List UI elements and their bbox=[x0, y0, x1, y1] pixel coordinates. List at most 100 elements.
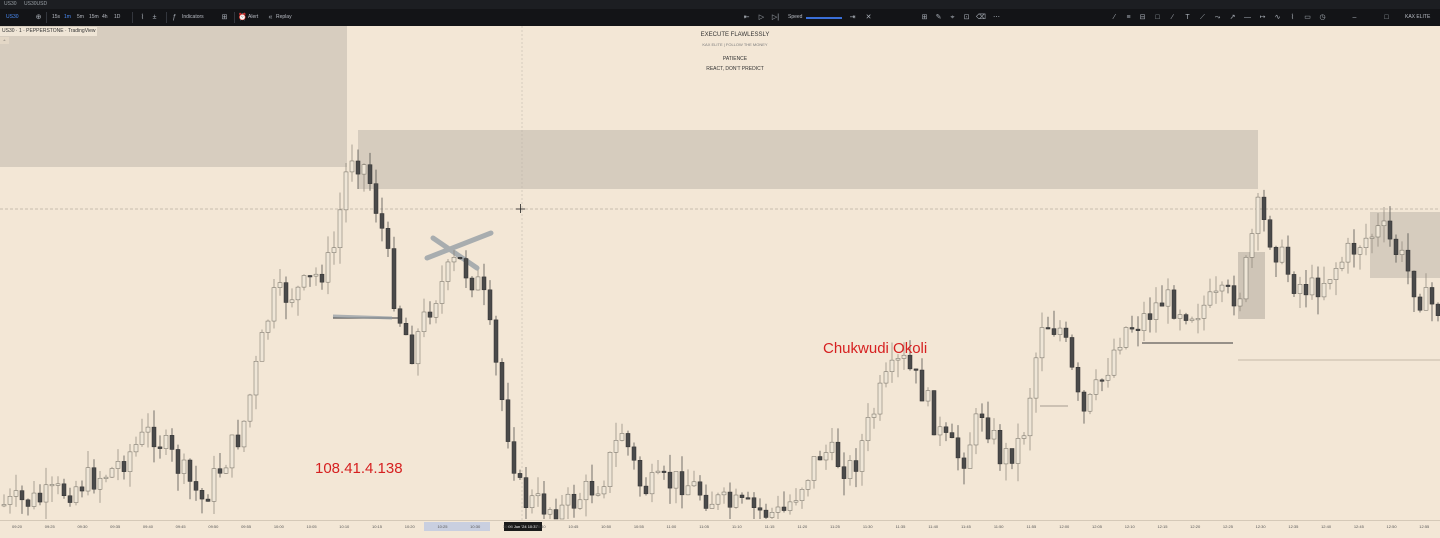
candle-body bbox=[943, 426, 949, 433]
symbol-legend[interactable]: US30 · 1 · PEPPERSTONE · TradingView bbox=[0, 27, 98, 36]
brush-icon[interactable]: ∕ bbox=[1171, 14, 1174, 21]
close-replay-icon[interactable]: ✕ bbox=[865, 14, 872, 21]
chart-toolbar: US30 ⊕ 15s 1m 5m 15m 4h 1D ⌇ ± ƒ Indicat… bbox=[0, 9, 1440, 27]
candle-body bbox=[481, 276, 487, 291]
curve-icon[interactable]: ∿ bbox=[1274, 14, 1281, 21]
alert-icon[interactable]: ⏰ bbox=[238, 14, 247, 21]
candle-body bbox=[1279, 246, 1285, 263]
candle-body bbox=[217, 468, 223, 474]
candle-body bbox=[1099, 379, 1105, 382]
candle-body bbox=[613, 440, 619, 453]
chart-type-icon[interactable]: ⌇ bbox=[140, 14, 145, 21]
fib-icon[interactable]: ≡ bbox=[1126, 14, 1131, 21]
time-tick: 11:35 bbox=[895, 524, 906, 529]
candle-body bbox=[451, 257, 457, 263]
candle-body bbox=[55, 483, 61, 486]
candle-body bbox=[1333, 268, 1339, 280]
clock-icon[interactable]: ◷ bbox=[1319, 14, 1326, 21]
forward-icon[interactable]: ▷| bbox=[771, 14, 780, 21]
candle-body bbox=[553, 509, 559, 520]
candle-body bbox=[955, 437, 961, 459]
trend-line-icon[interactable]: ⁄ bbox=[1113, 14, 1116, 21]
price-chart[interactable] bbox=[0, 26, 1440, 520]
interval-15m[interactable]: 15m bbox=[89, 14, 99, 20]
templates-icon[interactable]: ⊞ bbox=[221, 14, 228, 21]
candle-body bbox=[475, 276, 481, 291]
candle-body bbox=[439, 281, 445, 304]
speed-slider[interactable] bbox=[806, 17, 842, 19]
callout-icon[interactable]: ▭ bbox=[1304, 14, 1311, 21]
candle-body bbox=[523, 477, 529, 508]
candle-body bbox=[1261, 196, 1267, 220]
text-icon[interactable]: T bbox=[1185, 14, 1190, 21]
trash-icon[interactable]: ⌫ bbox=[976, 14, 986, 21]
candle-body bbox=[199, 490, 205, 500]
candle-body bbox=[847, 460, 853, 479]
candle-body bbox=[85, 467, 91, 492]
candle-body bbox=[349, 160, 355, 173]
pattern-icon[interactable]: ⊟ bbox=[1139, 14, 1146, 21]
candle-body bbox=[253, 360, 259, 396]
time-tick: 10:00 bbox=[273, 524, 284, 529]
candle-body bbox=[67, 495, 73, 503]
supply-zone-main bbox=[358, 130, 1258, 189]
replay-button[interactable]: Replay bbox=[276, 14, 292, 20]
interval-15s[interactable]: 15s bbox=[52, 14, 61, 20]
play-icon[interactable]: ▷ bbox=[758, 14, 765, 21]
time-axis[interactable] bbox=[0, 520, 1440, 538]
candle-body bbox=[271, 287, 277, 322]
path-icon[interactable]: ⤳ bbox=[1214, 14, 1221, 21]
interval-5m[interactable]: 5m bbox=[77, 14, 84, 20]
account-label[interactable]: KAX ELITE bbox=[1405, 14, 1431, 20]
interval-1d[interactable]: 1D bbox=[114, 14, 121, 20]
overlay-name-text: Chukwudi Okoli bbox=[823, 340, 928, 357]
candle-body bbox=[889, 359, 895, 372]
alert-button[interactable]: Alert bbox=[248, 14, 259, 20]
indicators-icon[interactable]: ƒ bbox=[172, 14, 177, 21]
candle-body bbox=[757, 507, 763, 511]
pencil-icon[interactable]: ✎ bbox=[935, 14, 942, 21]
supply-zone-far-right bbox=[1370, 212, 1440, 278]
replay-icon[interactable]: « bbox=[268, 14, 273, 21]
replay-jump-icon[interactable]: ⇤ bbox=[743, 14, 750, 21]
candle-body bbox=[1045, 327, 1051, 330]
candle-body bbox=[685, 485, 691, 496]
hline-icon[interactable]: — bbox=[1244, 14, 1251, 21]
minimize-icon[interactable]: – bbox=[1352, 14, 1357, 21]
fullscreen-icon[interactable]: □ bbox=[1384, 14, 1389, 21]
candle-body bbox=[643, 485, 649, 495]
candle-body bbox=[355, 160, 361, 175]
time-tick: 09:40 bbox=[142, 524, 153, 529]
candle-body bbox=[841, 466, 847, 479]
step-forward-icon[interactable]: ⇥ bbox=[849, 14, 856, 21]
magnet-icon[interactable]: ⌖ bbox=[950, 14, 955, 21]
tab-us30usd[interactable]: US30USD bbox=[24, 1, 48, 7]
collapse-legend-icon[interactable]: ^ bbox=[0, 37, 9, 44]
interval-4h[interactable]: 4h bbox=[102, 14, 108, 20]
more-icon[interactable]: ⋯ bbox=[993, 14, 1000, 21]
interval-1m[interactable]: 1m bbox=[64, 14, 71, 20]
measure-icon[interactable]: ⟋ bbox=[1200, 14, 1205, 21]
add-symbol-icon[interactable]: ⊕ bbox=[35, 14, 42, 21]
lock-icon[interactable]: ⊡ bbox=[963, 14, 970, 21]
symbol-search-button[interactable]: US30 bbox=[6, 14, 19, 20]
compare-icon[interactable]: ± bbox=[152, 14, 157, 21]
indicators-button[interactable]: Indicators bbox=[182, 14, 204, 20]
time-tick: 12:15 bbox=[1157, 524, 1168, 529]
wave-icon[interactable]: ⌇ bbox=[1290, 14, 1295, 21]
rectangle-icon[interactable]: □ bbox=[1155, 14, 1160, 21]
candle-body bbox=[1075, 367, 1081, 393]
candle-body bbox=[1201, 304, 1207, 319]
candle-body bbox=[1423, 287, 1429, 311]
candle-body bbox=[211, 468, 217, 502]
arrow-icon[interactable]: ↗ bbox=[1229, 14, 1236, 21]
candle-body bbox=[493, 319, 499, 363]
candle-body bbox=[499, 362, 505, 401]
candle-body bbox=[121, 461, 127, 472]
ray-icon[interactable]: ↦ bbox=[1259, 14, 1266, 21]
candle-body bbox=[319, 273, 325, 283]
tab-us30[interactable]: US30 bbox=[4, 1, 17, 7]
grid-icon[interactable]: ⊞ bbox=[921, 14, 928, 21]
time-tick: 10:35 bbox=[502, 524, 513, 529]
candle-body bbox=[1153, 302, 1159, 320]
